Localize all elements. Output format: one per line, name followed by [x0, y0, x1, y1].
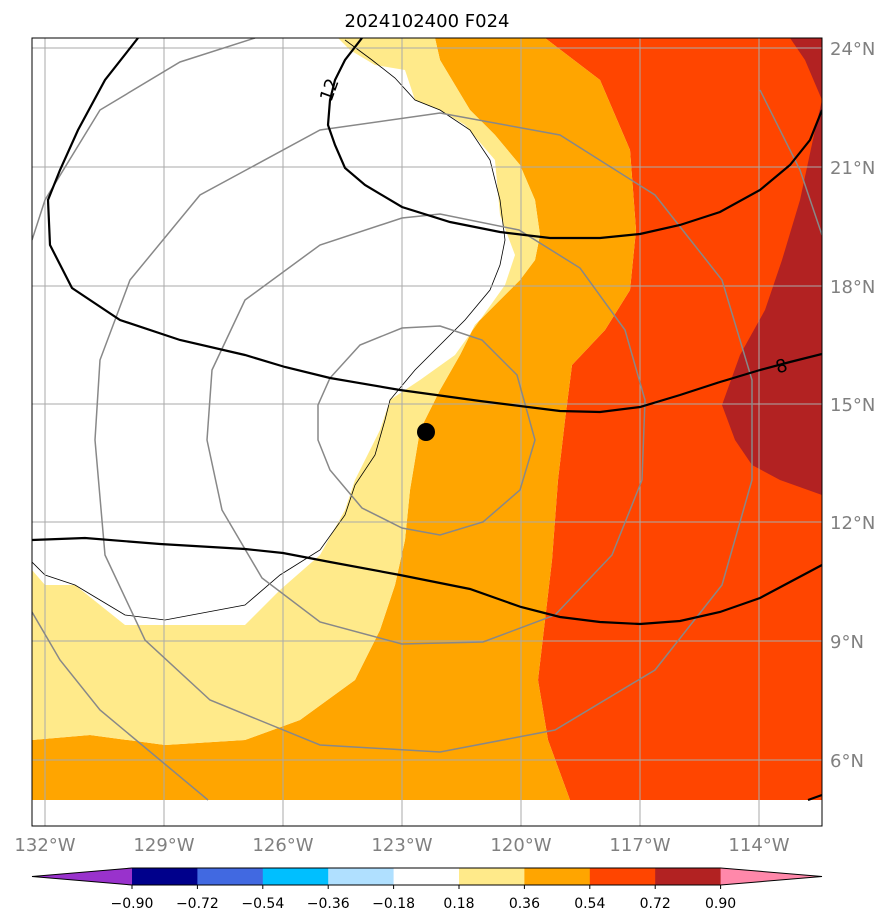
lat-tick-6n: 6°N	[830, 751, 864, 772]
colorbar-label: 0.72	[640, 896, 671, 912]
colorbar-label: −0.36	[307, 896, 350, 912]
colorbar-label: 0.54	[574, 896, 605, 912]
range-ring-3	[94, 112, 753, 753]
colorbar-label: 0.36	[509, 896, 540, 912]
range-ring-2	[206, 213, 646, 645]
contour-lower-edge	[807, 793, 822, 802]
colorbar: −0.90 −0.72 −0.54 −0.36 −0.18 0.18 0.36 0.54 0.7…	[31, 867, 823, 912]
map-title: 2024102400 F024	[345, 11, 510, 32]
colorbar-label: −0.90	[111, 896, 154, 912]
colorbar-segment	[393, 868, 460, 885]
longitude-ticks: 132°W 129°W 126°W 123°W 120°W 117°W 114°…	[14, 835, 789, 856]
colorbar-label: −0.72	[176, 896, 219, 912]
contour-8	[32, 536, 822, 626]
fill-region-darkred	[722, 38, 822, 495]
latitude-ticks: 24°N 21°N 18°N 15°N 12°N 9°N 6°N	[830, 39, 875, 772]
colorbar-segment	[524, 868, 591, 885]
colorbar-segment	[589, 868, 656, 885]
colorbar-segment	[655, 868, 722, 885]
colorbar-label: −0.54	[241, 896, 284, 912]
lon-tick-117w: 117°W	[609, 835, 670, 856]
colorbar-segment	[197, 868, 264, 885]
fill-region-red	[538, 38, 822, 800]
contour-label-8: 8	[773, 355, 789, 378]
colorbar-segment	[262, 868, 329, 885]
lon-tick-132w: 132°W	[14, 835, 75, 856]
lat-tick-9n: 9°N	[830, 632, 864, 653]
lon-tick-123w: 123°W	[371, 835, 432, 856]
lat-tick-18n: 18°N	[830, 277, 875, 298]
colorbar-label: 0.18	[443, 896, 474, 912]
colorbar-segment	[459, 868, 525, 885]
range-ring-5	[759, 89, 822, 236]
gridlines	[32, 38, 822, 826]
contour-12	[46, 38, 822, 414]
colorbar-label: −0.18	[372, 896, 415, 912]
range-ring-6	[32, 611, 209, 801]
colorbar-extend-high	[720, 868, 822, 885]
lat-tick-15n: 15°N	[830, 395, 875, 416]
lon-tick-129w: 129°W	[133, 835, 194, 856]
lat-tick-12n: 12°N	[830, 513, 875, 534]
lat-tick-21n: 21°N	[830, 158, 875, 179]
lon-tick-120w: 120°W	[490, 835, 551, 856]
black-contours	[32, 38, 822, 802]
fill-region-orange	[32, 38, 636, 800]
range-ring-4	[32, 38, 256, 241]
map-frame	[31, 37, 823, 827]
colorbar-segment	[132, 868, 198, 885]
lon-tick-114w: 114°W	[728, 835, 789, 856]
map-plot-area: 12 8	[32, 38, 822, 826]
colorbar-label: 0.90	[705, 896, 736, 912]
colorbar-extend-low	[32, 868, 132, 885]
fill-region-yellow	[32, 38, 540, 745]
lat-tick-24n: 24°N	[830, 39, 875, 60]
colorbar-segment	[328, 868, 395, 885]
lon-tick-126w: 126°W	[252, 835, 313, 856]
contour-12-upper	[326, 38, 822, 240]
storm-center-marker	[417, 423, 435, 441]
